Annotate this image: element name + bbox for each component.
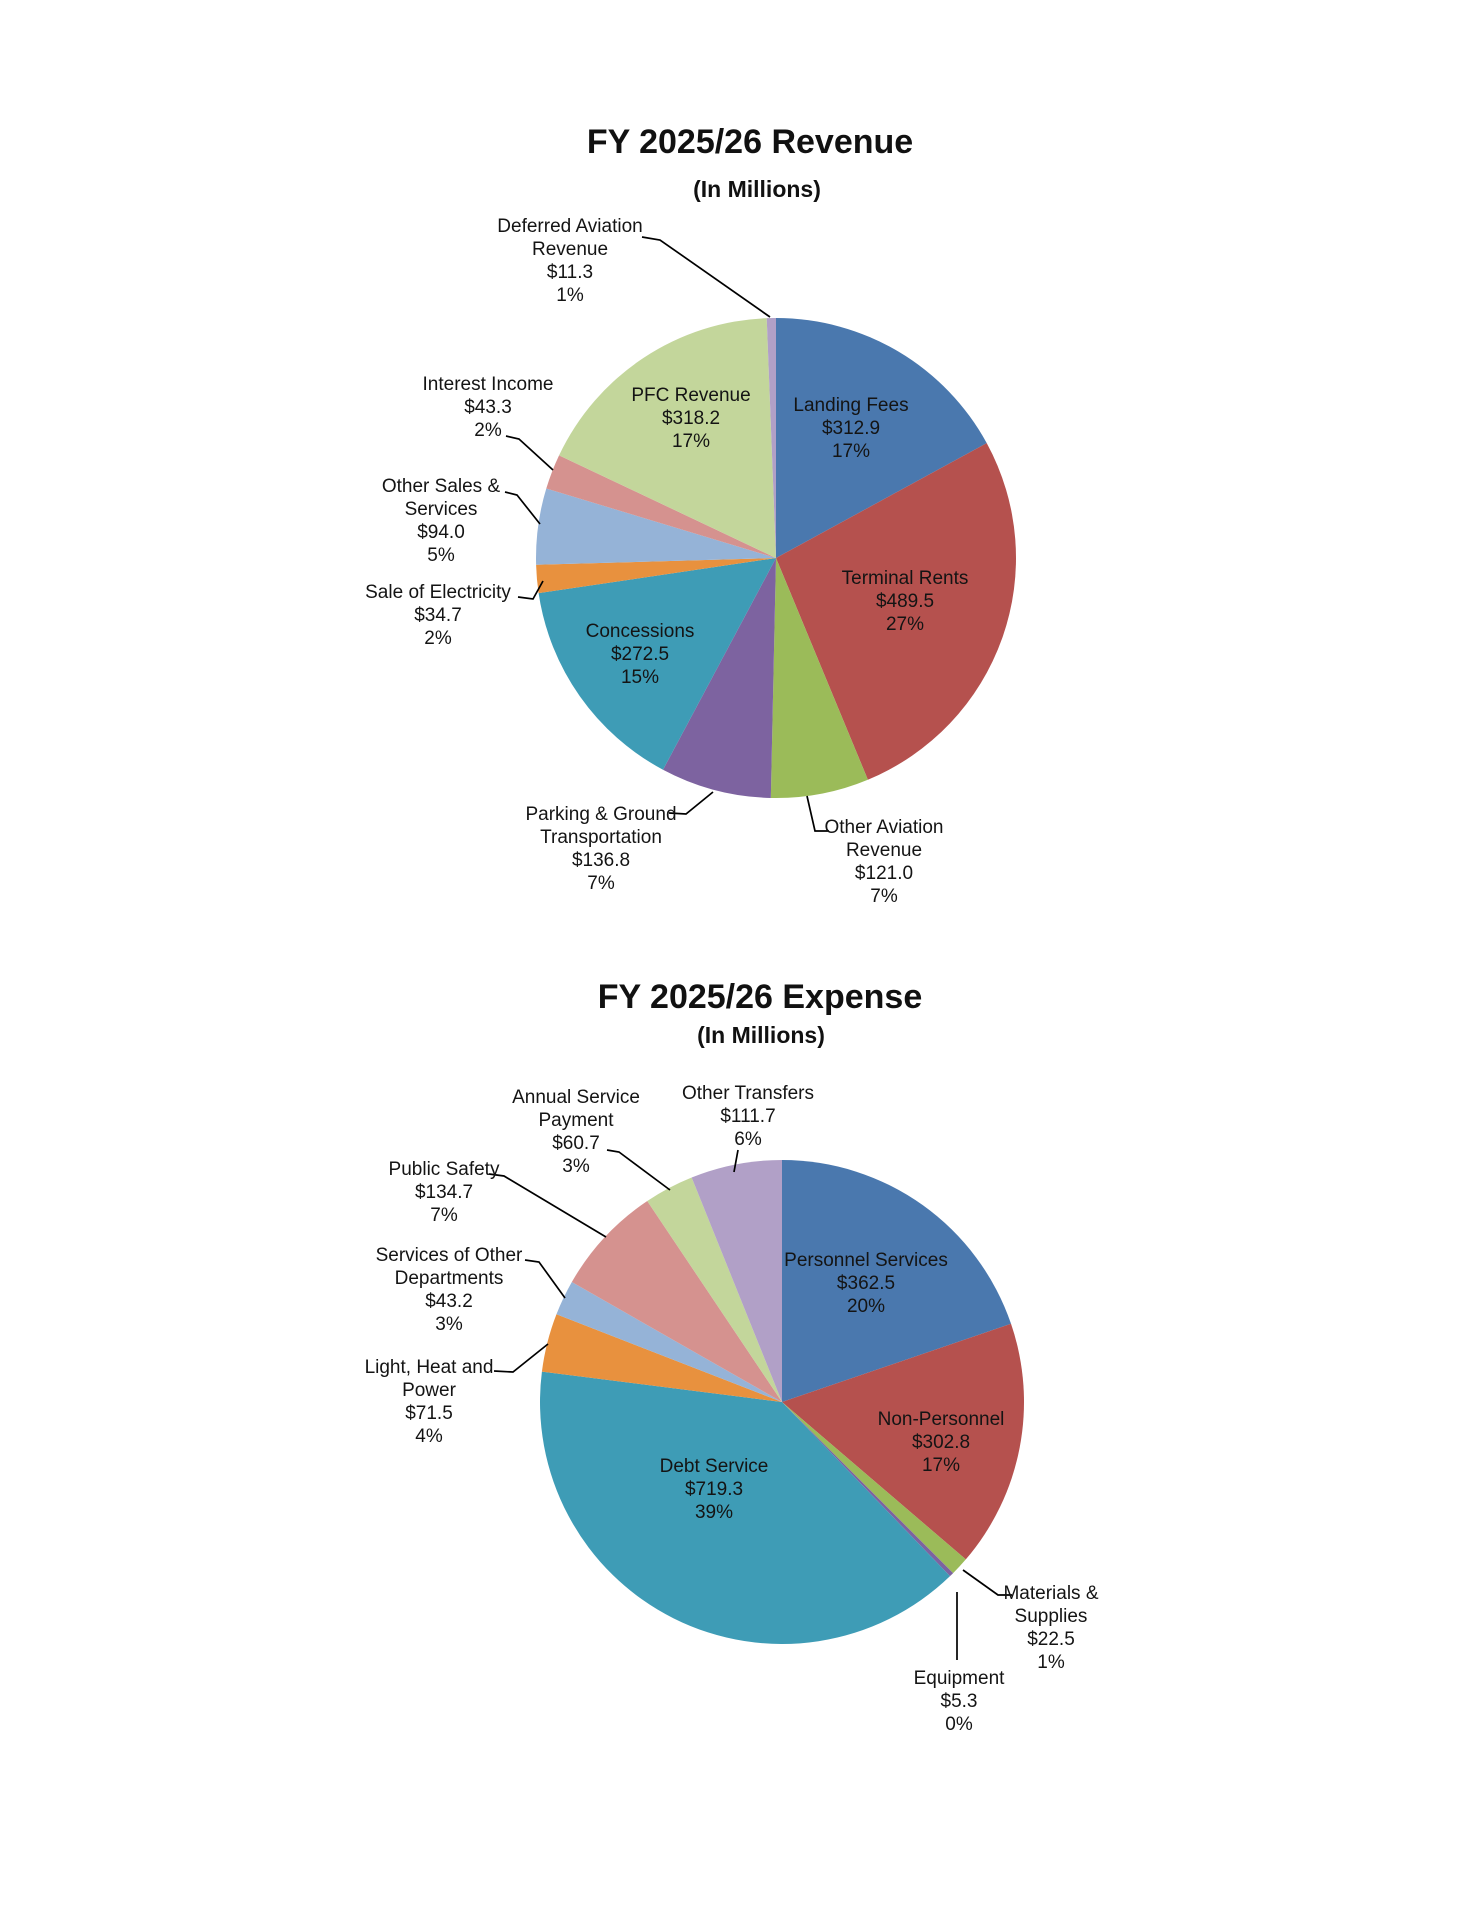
pie-label-debt-service: Debt Service $719.3 39% (659, 1456, 769, 1523)
pie-slice-deferred-aviation-revenue[interactable] (766, 318, 776, 558)
pie-label-public-safety: Public Safety $134.7 7% (388, 1159, 500, 1226)
leader-line-other-sales-services (504, 491, 541, 525)
pie-slice-light-heat-power[interactable] (541, 1314, 782, 1402)
pie-label-pfc-revenue: PFC Revenue $318.2 17% (631, 385, 751, 452)
pie-slice-debt-service[interactable] (540, 1371, 950, 1644)
pie-slice-personnel-services[interactable] (782, 1160, 1012, 1402)
pie-label-annual-service-payment: Annual Service Payment $60.7 3% (512, 1087, 640, 1177)
expense-chart-title: FY 2025/26 Expense (597, 978, 923, 1016)
leader-line-other-transfers (733, 1149, 739, 1173)
expense-chart-subtitle: (In Millions) (697, 1022, 825, 1048)
pie-slice-other-transfers[interactable] (691, 1160, 782, 1402)
pie-slice-parking-ground-transportation[interactable] (663, 558, 776, 798)
leader-line-light-heat-power (493, 1343, 549, 1373)
pie-label-landing-fees: Landing Fees $312.9 17% (793, 395, 909, 462)
pie-label-other-aviation-revenue: Other Aviation Revenue $121.0 7% (824, 817, 944, 907)
pie-label-interest-income: Interest Income $43.3 2% (422, 374, 554, 441)
pie-label-deferred-aviation-revenue: Deferred Aviation Revenue $11.3 1% (497, 216, 643, 306)
pie-slice-interest-income[interactable] (546, 455, 776, 558)
revenue-chart-subtitle: (In Millions) (693, 176, 821, 202)
pie-slice-materials-supplies[interactable] (782, 1402, 966, 1574)
leader-line-interest-income (505, 435, 554, 471)
pie-label-other-sales-services: Other Sales & Services $94.0 5% (381, 476, 501, 566)
pie-label-light-heat-power: Light, Heat and Power $71.5 4% (364, 1357, 494, 1447)
pie-label-non-personnel: Non-Personnel $302.8 17% (877, 1409, 1005, 1476)
pie-slice-concessions[interactable] (538, 558, 776, 770)
leader-line-public-safety (488, 1173, 607, 1238)
pie-slice-sale-of-electricity[interactable] (536, 558, 776, 594)
pie-label-sale-of-electricity: Sale of Electricity $34.7 2% (365, 582, 511, 649)
pie-label-services-other-departments: Services of Other Departments $43.2 3% (375, 1245, 523, 1335)
pie-slice-other-sales-services[interactable] (536, 488, 776, 565)
leader-line-sale-of-electricity (517, 580, 544, 600)
leader-line-annual-service-payment (606, 1149, 671, 1191)
pie-slice-equipment[interactable] (782, 1402, 954, 1577)
pie-label-equipment: Equipment $5.3 0% (913, 1668, 1005, 1735)
pie-slice-landing-fees[interactable] (776, 318, 987, 558)
pie-slice-pfc-revenue[interactable] (559, 318, 776, 558)
pie-slice-non-personnel[interactable] (782, 1323, 1025, 1560)
pie-slice-public-safety[interactable] (571, 1200, 782, 1402)
revenue-chart-title: FY 2025/26 Revenue (586, 123, 914, 161)
pie-label-materials-supplies: Materials & Supplies $22.5 1% (1003, 1583, 1099, 1673)
pie-label-parking-ground-transportation: Parking & Ground Transportation $136.8 7… (525, 804, 677, 894)
leader-line-deferred-aviation-revenue (641, 236, 771, 318)
pie-label-concessions: Concessions $272.5 15% (585, 621, 695, 688)
pie-slice-terminal-rents[interactable] (776, 443, 1016, 780)
leader-line-materials-supplies (962, 1569, 1012, 1596)
pie-slice-annual-service-payment[interactable] (647, 1177, 782, 1403)
leader-line-other-aviation-revenue (806, 795, 829, 832)
pie-slice-services-other-departments[interactable] (556, 1282, 782, 1402)
pie-label-other-transfers: Other Transfers $111.7 6% (682, 1083, 814, 1150)
leader-line-services-other-departments (524, 1259, 566, 1299)
leader-line-parking-ground-transportation (668, 791, 714, 815)
pie-label-terminal-rents: Terminal Rents $489.5 27% (841, 568, 969, 635)
pie-label-personnel-services: Personnel Services $362.5 20% (784, 1250, 948, 1317)
pie-slice-other-aviation-revenue[interactable] (770, 558, 868, 798)
